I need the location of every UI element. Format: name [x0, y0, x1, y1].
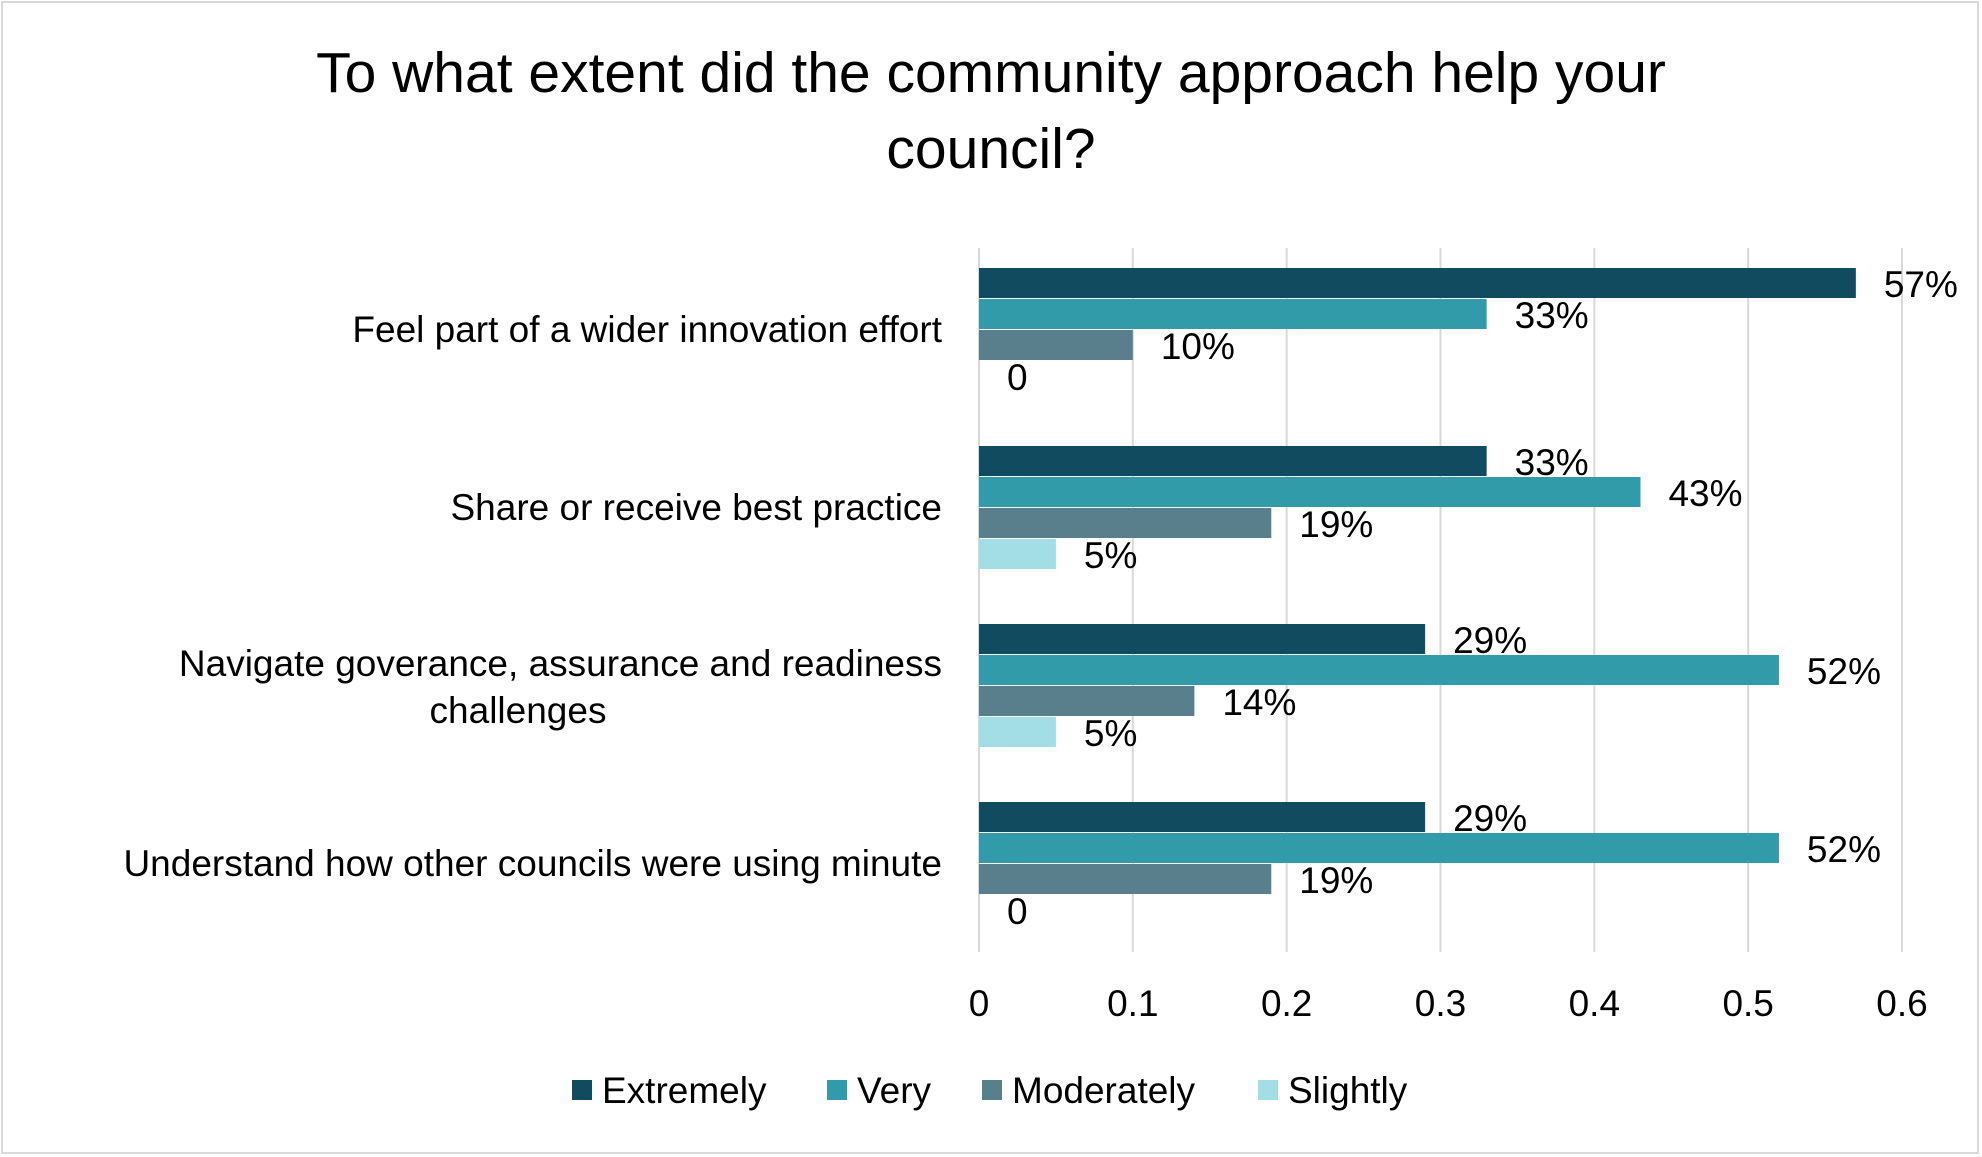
- bar-very-2: [979, 655, 1779, 685]
- data-label-very-3: 52%: [1807, 829, 1881, 870]
- bar-extremely-0: [979, 268, 1856, 298]
- bar-moderately-3: [979, 864, 1272, 894]
- bar-extremely-3: [979, 802, 1426, 832]
- bar-moderately-1: [979, 508, 1272, 538]
- bars: [979, 268, 1856, 894]
- x-tick-label-3: 0.3: [1415, 983, 1466, 1024]
- data-label-very-2: 52%: [1807, 651, 1881, 692]
- legend-swatch-moderately: [982, 1080, 1002, 1100]
- legend-swatch-very: [827, 1080, 847, 1100]
- data-label-moderately-1: 19%: [1299, 504, 1373, 545]
- chart-title-line-2: council?: [886, 117, 1095, 181]
- category-label-0: Feel part of a wider innovation effort: [352, 309, 942, 350]
- x-tick-label-2: 0.2: [1261, 983, 1312, 1024]
- data-label-very-1: 43%: [1668, 473, 1742, 514]
- legend-label-slightly: Slightly: [1288, 1070, 1408, 1111]
- data-label-extremely-3: 29%: [1453, 798, 1527, 839]
- x-tick-label-0: 0: [969, 983, 990, 1024]
- data-label-moderately-0: 10%: [1161, 326, 1235, 367]
- bar-slightly-1: [979, 539, 1056, 569]
- data-label-extremely-2: 29%: [1453, 620, 1527, 661]
- chart-title-line-1: To what extent did the community approac…: [316, 41, 1666, 105]
- data-label-slightly-0: 0: [1007, 357, 1028, 398]
- category-label-1: Share or receive best practice: [450, 487, 942, 528]
- bar-moderately-2: [979, 686, 1195, 716]
- legend-label-very: Very: [857, 1070, 932, 1111]
- bar-moderately-0: [979, 330, 1133, 360]
- bar-very-0: [979, 299, 1487, 329]
- bar-extremely-1: [979, 446, 1487, 476]
- legend: Extremely Very Moderately Slightly: [572, 1070, 1408, 1111]
- bar-slightly-2: [979, 717, 1056, 747]
- legend-label-extremely: Extremely: [602, 1070, 767, 1111]
- category-label-2-line-1: Navigate goverance, assurance and readin…: [179, 643, 942, 684]
- data-label-very-0: 33%: [1515, 295, 1589, 336]
- data-label-slightly-2: 5%: [1084, 713, 1137, 754]
- data-label-slightly-3: 0: [1007, 891, 1028, 932]
- bar-very-3: [979, 833, 1779, 863]
- data-label-moderately-3: 19%: [1299, 860, 1373, 901]
- bar-very-1: [979, 477, 1641, 507]
- data-label-extremely-1: 33%: [1515, 442, 1589, 483]
- x-tick-label-5: 0.5: [1722, 983, 1773, 1024]
- data-label-extremely-0: 57%: [1884, 264, 1958, 305]
- x-tick-label-6: 0.6: [1876, 983, 1927, 1024]
- data-label-slightly-1: 5%: [1084, 535, 1137, 576]
- x-tick-label-4: 0.4: [1569, 983, 1620, 1024]
- category-labels: Feel part of a wider innovation effort Sh…: [123, 309, 942, 884]
- category-label-3: Understand how other councils were using…: [123, 843, 942, 884]
- legend-label-moderately: Moderately: [1012, 1070, 1196, 1111]
- bar-extremely-2: [979, 624, 1426, 654]
- x-tick-label-1: 0.1: [1107, 983, 1158, 1024]
- legend-swatch-slightly: [1258, 1080, 1278, 1100]
- legend-swatch-extremely: [572, 1080, 592, 1100]
- category-label-2-line-2: challenges: [430, 690, 607, 731]
- chart-title: To what extent did the community approac…: [316, 41, 1666, 181]
- x-axis-ticks: 0 0.1 0.2 0.3 0.4 0.5 0.6: [969, 983, 1928, 1024]
- data-label-moderately-2: 14%: [1222, 682, 1296, 723]
- data-labels: 57% 33% 10% 0 33% 43% 19% 5% 29% 52% 14% 5% 29% 52% 19…: [1007, 264, 1958, 932]
